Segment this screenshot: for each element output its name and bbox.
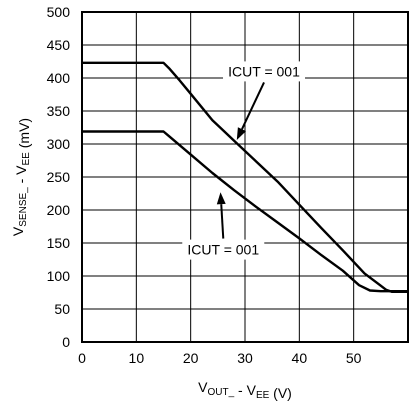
- y-tick-label: 0: [62, 334, 70, 350]
- y-tick-label: 300: [47, 136, 71, 152]
- annotation-arrow: [220, 204, 225, 239]
- y-tick-label: 50: [54, 301, 70, 317]
- x-tick-label: 30: [237, 350, 253, 366]
- label-subscript: EE: [256, 390, 270, 401]
- tick-labels: 0 50 100 150 200 250 300 350 400 450 500 0 10 20 30 40 5…: [47, 4, 362, 366]
- y-tick-label: 350: [47, 103, 71, 119]
- y-tick-label: 150: [47, 235, 71, 251]
- series-lines: [82, 61, 408, 293]
- x-tick-label: 50: [346, 350, 362, 366]
- label-subscript: SENSE_: [18, 187, 29, 227]
- annotation-arrow: [241, 81, 265, 130]
- x-axis-label: VOUT_ - VEE (V): [198, 379, 292, 401]
- series-line-2: [82, 130, 408, 293]
- y-axis-label: VSENSE_ - VEE (mV): [10, 118, 32, 236]
- series-line-1: [82, 61, 408, 293]
- annotation-label: ICUT = 001: [228, 63, 300, 79]
- x-tick-label: 0: [78, 350, 86, 366]
- arrow-head: [216, 192, 226, 205]
- label-subscript: OUT_: [207, 387, 234, 398]
- y-tick-label: 100: [47, 268, 71, 284]
- x-tick-label: 10: [129, 350, 145, 366]
- annotations: ICUT = 001 ICUT = 001: [182, 61, 306, 260]
- annotation-background: [223, 61, 306, 82]
- arrow-head: [236, 127, 246, 140]
- annotation-background: [182, 239, 265, 260]
- label-subscript: EE: [21, 152, 32, 166]
- annotation-label: ICUT = 001: [187, 242, 259, 258]
- label-text: - V: [234, 382, 256, 398]
- label-text: (mV): [16, 118, 32, 152]
- label-text: V: [10, 226, 26, 236]
- label-text: (V): [269, 385, 292, 401]
- x-tick-label: 20: [183, 350, 199, 366]
- y-tick-label: 500: [47, 4, 71, 20]
- plot-frame: [81, 11, 409, 343]
- y-tick-label: 450: [47, 37, 71, 53]
- y-tick-label: 400: [47, 70, 71, 86]
- x-tick-label: 40: [292, 350, 308, 366]
- label-text: V: [198, 379, 208, 395]
- label-text: - V: [13, 165, 29, 187]
- y-tick-label: 200: [47, 202, 71, 218]
- y-tick-label: 250: [47, 169, 71, 185]
